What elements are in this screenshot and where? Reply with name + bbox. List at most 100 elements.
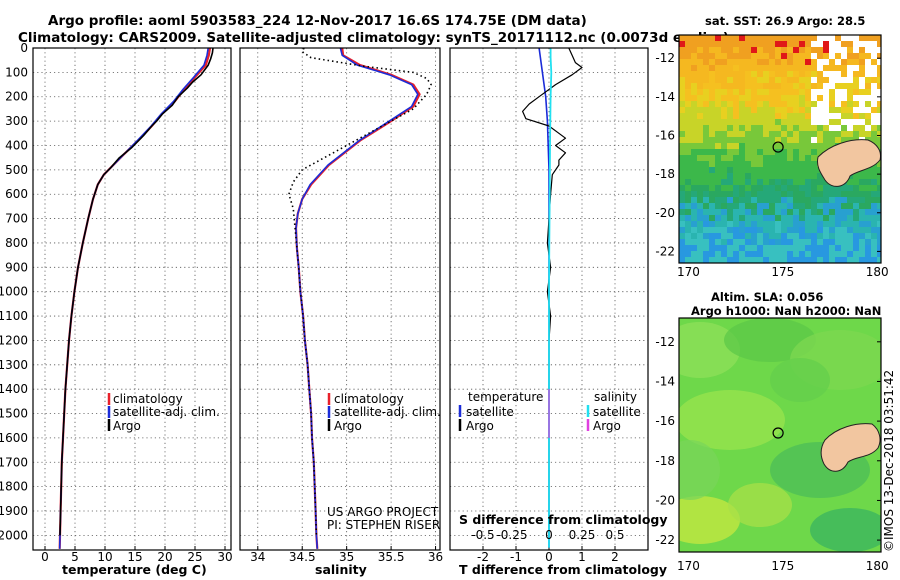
sst-cell [799,95,805,101]
sst-cell [733,59,739,65]
sst-cell [721,95,727,101]
sst-cell [811,197,817,203]
sst-cell [757,239,763,245]
sst-cell [751,101,757,107]
sst-cell [685,95,691,101]
sst-cell [853,65,859,71]
sst-cell [781,71,787,77]
sst-cell [853,197,859,203]
sst-cell [757,155,763,161]
sst-cell [823,131,829,137]
sst-cell [847,47,853,53]
legend-t-argo-label: Argo [466,419,494,433]
sst-cell [763,131,769,137]
sst-cell [715,233,721,239]
sst-cell [733,245,739,251]
sst-cell [823,101,829,107]
sst-cell [769,119,775,125]
sst-cell [721,209,727,215]
sst-cell [715,107,721,113]
sst-cell [805,155,811,161]
sst-cell [697,179,703,185]
sst-cell [799,215,805,221]
legend-s-argo-label: Argo [593,419,621,433]
sst-cell [769,209,775,215]
sst-cell [733,161,739,167]
sst-cell [805,245,811,251]
sst-cell [745,71,751,77]
sst-cell [811,53,817,59]
sst-cell [853,185,859,191]
sst-cell [805,83,811,89]
sst-cell [775,215,781,221]
salinity-legend: climatology satellite-adj. clim. Argo [327,392,441,433]
sst-cell [829,191,835,197]
sst-cell [865,239,871,245]
sst-cell [811,119,817,125]
sst-cell [793,95,799,101]
sst-cell [787,245,793,251]
sst-cell [847,209,853,215]
sst-cell [727,65,733,71]
sst-cell [691,203,697,209]
sst-cell [811,77,817,83]
sst-cell [859,179,865,185]
sst-cell [709,161,715,167]
sst-cell [823,47,829,53]
sst-cell [787,143,793,149]
sst-cell [871,41,877,47]
sst-cell [715,137,721,143]
sst-cell [847,191,853,197]
sst-cell [751,137,757,143]
sst-cell [679,227,685,233]
sst-cell [727,59,733,65]
sst-cell [715,71,721,77]
sst-cell [811,191,817,197]
sst-cell [829,59,835,65]
sst-cell [679,239,685,245]
sst-cell [721,41,727,47]
sst-cell [781,191,787,197]
sst-cell [781,209,787,215]
sst-cell [715,77,721,83]
sst-cell [781,233,787,239]
sst-cell [733,227,739,233]
lon-tick-label: 180 [866,265,889,279]
series-line-temperature-argo [521,47,583,536]
sst-cell [727,209,733,215]
sst-cell [799,125,805,131]
sst-cell [817,227,823,233]
sst-cell [751,77,757,83]
x-tick-label: 0 [41,550,49,564]
sst-cell [787,47,793,53]
sst-cell [721,125,727,131]
sst-cell [715,89,721,95]
sst-cell [769,155,775,161]
sst-cell [805,107,811,113]
sst-cell [691,119,697,125]
sst-cell [757,257,763,263]
sst-cell [805,65,811,71]
sst-cell [727,41,733,47]
sst-cell [703,89,709,95]
sst-cell [733,221,739,227]
sst-cell [709,197,715,203]
sst-cell [739,113,745,119]
sst-cell [691,59,697,65]
sst-cell [763,137,769,143]
sst-cell [811,107,817,113]
sst-cell [715,143,721,149]
sst-cell [769,101,775,107]
sst-cell [865,233,871,239]
sst-cell [739,239,745,245]
sst-cell [739,227,745,233]
sst-cell [811,209,817,215]
sst-cell [757,215,763,221]
sst-cell [709,155,715,161]
sst-cell [697,227,703,233]
sst-cell [859,59,865,65]
sst-cell [793,167,799,173]
sst-cell [811,65,817,71]
sst-cell [727,215,733,221]
sst-cell [751,245,757,251]
